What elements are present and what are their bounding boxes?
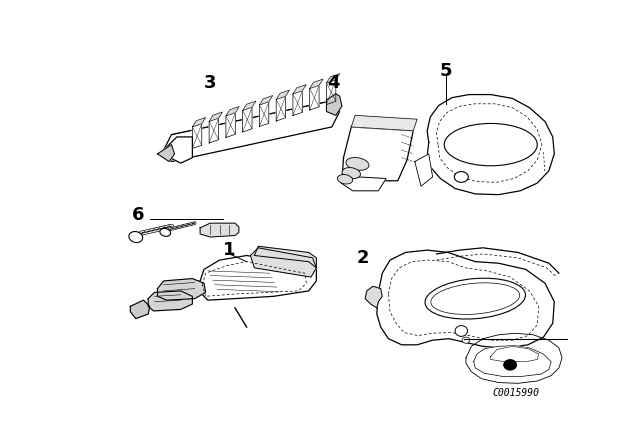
Ellipse shape bbox=[337, 175, 353, 184]
Polygon shape bbox=[250, 248, 316, 277]
Polygon shape bbox=[164, 100, 340, 162]
Ellipse shape bbox=[342, 168, 360, 179]
Text: 2: 2 bbox=[356, 249, 369, 267]
Polygon shape bbox=[365, 286, 382, 308]
Ellipse shape bbox=[346, 158, 369, 170]
Polygon shape bbox=[209, 112, 222, 121]
Polygon shape bbox=[259, 102, 269, 126]
Ellipse shape bbox=[444, 124, 537, 166]
Polygon shape bbox=[243, 107, 252, 132]
Text: 6: 6 bbox=[132, 207, 145, 224]
Polygon shape bbox=[164, 137, 193, 163]
Polygon shape bbox=[428, 95, 554, 195]
Polygon shape bbox=[131, 300, 150, 319]
Polygon shape bbox=[200, 255, 316, 300]
Polygon shape bbox=[377, 250, 554, 348]
Polygon shape bbox=[148, 291, 193, 311]
Ellipse shape bbox=[503, 359, 517, 370]
Polygon shape bbox=[293, 85, 306, 94]
Polygon shape bbox=[415, 154, 433, 186]
Polygon shape bbox=[491, 346, 539, 362]
Ellipse shape bbox=[462, 337, 470, 343]
Polygon shape bbox=[259, 95, 273, 105]
Ellipse shape bbox=[455, 326, 467, 336]
Text: 1: 1 bbox=[223, 241, 236, 259]
Polygon shape bbox=[254, 246, 316, 268]
Ellipse shape bbox=[160, 228, 171, 237]
Polygon shape bbox=[209, 118, 218, 143]
Polygon shape bbox=[342, 127, 413, 181]
Polygon shape bbox=[276, 96, 285, 121]
Polygon shape bbox=[326, 94, 342, 116]
Polygon shape bbox=[326, 80, 336, 104]
Ellipse shape bbox=[454, 172, 468, 182]
Polygon shape bbox=[293, 91, 302, 116]
Polygon shape bbox=[326, 73, 340, 83]
Polygon shape bbox=[193, 117, 205, 127]
Polygon shape bbox=[310, 85, 319, 110]
Ellipse shape bbox=[425, 278, 525, 319]
Polygon shape bbox=[200, 223, 239, 237]
Polygon shape bbox=[276, 90, 289, 99]
Text: C0015990: C0015990 bbox=[492, 388, 539, 397]
Polygon shape bbox=[226, 107, 239, 116]
Polygon shape bbox=[243, 101, 256, 111]
Polygon shape bbox=[226, 113, 236, 138]
Text: 3: 3 bbox=[204, 74, 216, 92]
Ellipse shape bbox=[129, 232, 143, 242]
Polygon shape bbox=[193, 124, 202, 148]
Polygon shape bbox=[341, 177, 386, 191]
Text: 4: 4 bbox=[327, 74, 340, 92]
Polygon shape bbox=[157, 145, 175, 162]
Text: 5: 5 bbox=[440, 62, 452, 80]
Polygon shape bbox=[310, 79, 323, 89]
Polygon shape bbox=[157, 279, 205, 300]
Polygon shape bbox=[474, 345, 551, 376]
Polygon shape bbox=[351, 116, 417, 131]
Ellipse shape bbox=[431, 283, 520, 314]
